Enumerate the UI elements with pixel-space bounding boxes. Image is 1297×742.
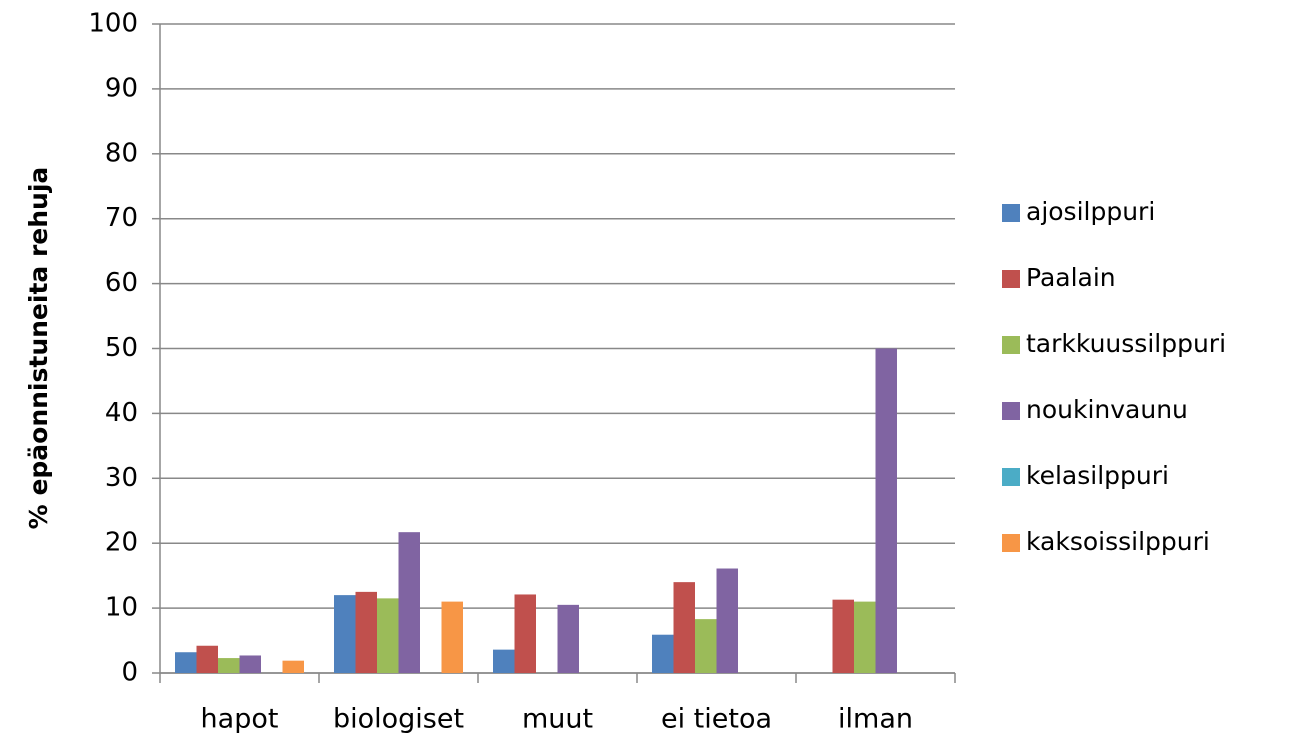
x-tick-label: biologiset: [333, 704, 464, 735]
y-tick-label: 100: [88, 9, 138, 39]
bar: [514, 594, 536, 673]
y-axis-title: % epäonnistuneita rehuja: [24, 167, 53, 530]
bar: [695, 619, 717, 673]
y-tick-label: 90: [105, 73, 138, 103]
x-tick-label: muut: [522, 704, 593, 735]
y-tick-label: 60: [105, 268, 138, 298]
legend-label: noukinvaunu: [1026, 395, 1188, 424]
x-tick-label: ei tietoa: [661, 704, 772, 735]
legend-label: tarkkuussilppuri: [1026, 329, 1226, 358]
bar: [673, 582, 695, 673]
legend-swatch: [1002, 270, 1020, 288]
bar: [832, 599, 854, 673]
bar: [355, 591, 377, 673]
bar: [854, 601, 876, 673]
legend-swatch: [1002, 534, 1020, 552]
legend-label: Paalain: [1026, 263, 1116, 292]
bar: [652, 634, 674, 673]
y-tick-label: 70: [105, 203, 138, 233]
bar: [175, 652, 197, 673]
bar: [334, 595, 356, 673]
y-tick-label: 50: [105, 333, 138, 363]
bar: [239, 655, 261, 673]
y-tick-label: 20: [105, 528, 138, 558]
legend-swatch: [1002, 402, 1020, 420]
bar: [377, 598, 399, 673]
legend-label: ajosilppuri: [1026, 197, 1155, 226]
bar: [282, 660, 304, 673]
legend-swatch: [1002, 468, 1020, 486]
bar: [716, 568, 738, 673]
bar: [196, 645, 218, 673]
bar: [441, 601, 463, 673]
y-tick-label: 30: [105, 463, 138, 493]
y-tick-label: 40: [105, 398, 138, 428]
y-tick-label: 10: [105, 593, 138, 623]
x-tick-label: ilman: [838, 704, 913, 735]
legend-label: kaksoissilppuri: [1026, 527, 1210, 556]
legend-label: kelasilppuri: [1026, 461, 1169, 490]
y-tick-label: 0: [121, 658, 138, 688]
bar: [218, 658, 240, 673]
y-tick-label: 80: [105, 138, 138, 168]
bar: [875, 348, 897, 673]
bar: [557, 604, 579, 673]
legend-swatch: [1002, 204, 1020, 222]
bar: [493, 649, 515, 673]
legend-swatch: [1002, 336, 1020, 354]
x-tick-label: hapot: [201, 704, 279, 735]
bar: [398, 532, 420, 673]
